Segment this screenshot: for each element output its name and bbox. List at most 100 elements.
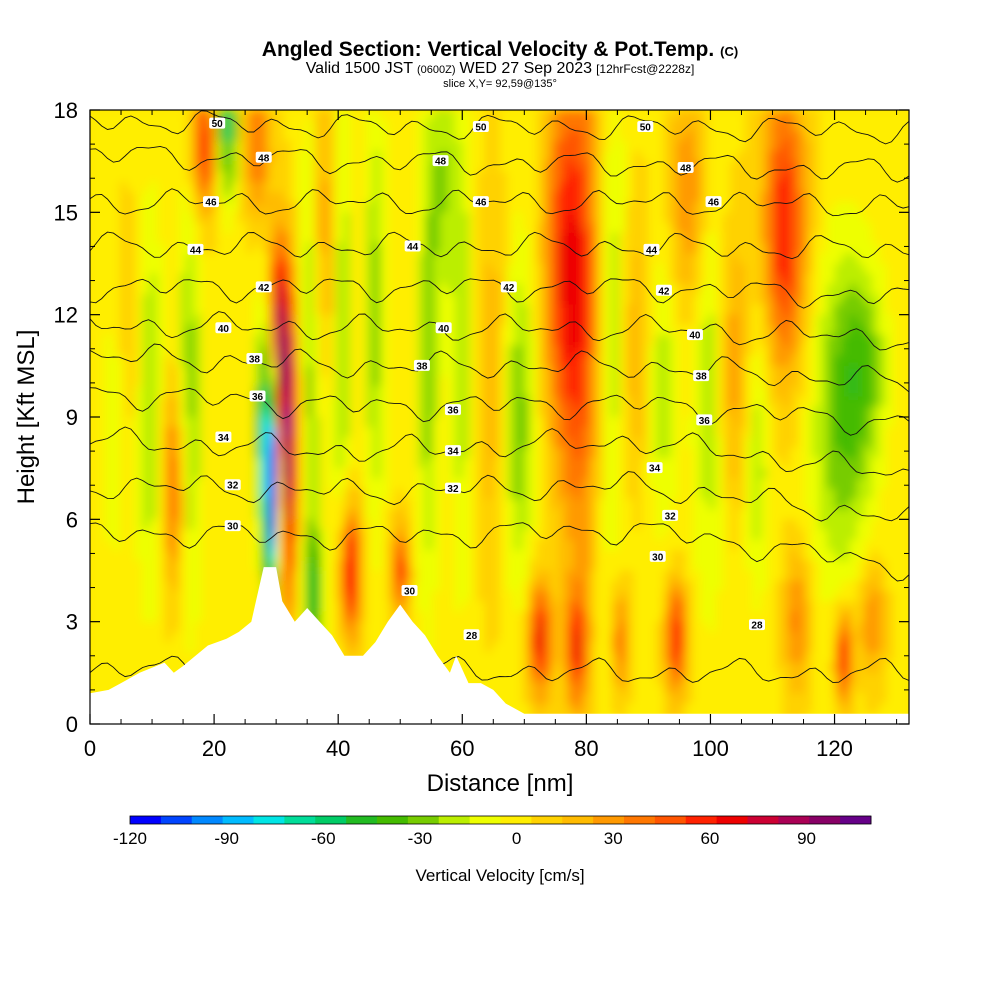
heatmap-cell — [127, 365, 136, 377]
heatmap-cell — [425, 335, 434, 347]
heatmap-cell — [812, 386, 821, 398]
heatmap-cell — [447, 345, 456, 357]
heatmap-cell — [536, 488, 545, 500]
heatmap-cell — [164, 150, 173, 162]
heatmap-cell — [186, 273, 196, 285]
heatmap-cell — [685, 437, 694, 449]
heatmap-cell — [841, 468, 851, 480]
heatmap-cell — [849, 519, 858, 531]
heatmap-cell — [387, 550, 397, 562]
heatmap-cell — [276, 304, 285, 316]
heatmap-cell — [894, 324, 903, 336]
heatmap-cell — [484, 488, 493, 500]
heatmap-cell — [722, 376, 732, 388]
heatmap-cell — [596, 120, 605, 132]
heatmap-cell — [894, 335, 903, 347]
heatmap-cell — [566, 161, 575, 173]
heatmap-cell — [142, 212, 151, 224]
heatmap-cell — [596, 447, 605, 459]
heatmap-cell — [611, 212, 620, 224]
heatmap-cell — [797, 232, 806, 244]
heatmap-cell — [97, 161, 106, 173]
heatmap-cell — [707, 324, 717, 336]
heatmap-cell — [715, 273, 724, 285]
heatmap-cell — [462, 263, 471, 275]
heatmap-cell — [812, 529, 821, 541]
heatmap-cell — [529, 406, 538, 418]
heatmap-cell — [856, 161, 866, 173]
heatmap-cell — [90, 457, 99, 469]
heatmap-cell — [350, 519, 359, 531]
heatmap-cell — [328, 283, 337, 295]
heatmap-cell — [209, 396, 218, 408]
heatmap-cell — [611, 539, 620, 551]
heatmap-cell — [812, 447, 821, 459]
heatmap-cell — [804, 560, 814, 572]
heatmap-cell — [343, 437, 352, 449]
heatmap-cell — [194, 437, 203, 449]
heatmap-cell — [521, 468, 531, 480]
heatmap-cell — [201, 345, 210, 357]
heatmap-cell — [663, 253, 672, 265]
heatmap-cell — [559, 345, 568, 357]
heatmap-cell — [425, 498, 434, 510]
heatmap-cell — [804, 498, 814, 510]
heatmap-cell — [544, 263, 553, 275]
heatmap-cell — [774, 314, 784, 326]
heatmap-cell — [849, 335, 858, 347]
heatmap-cell — [618, 447, 627, 459]
heatmap-cell — [707, 120, 717, 132]
heatmap-cell — [841, 406, 851, 418]
heatmap-cell — [127, 110, 136, 122]
heatmap-cell — [603, 457, 612, 469]
heatmap-cell — [157, 376, 166, 388]
heatmap-cell — [730, 529, 739, 541]
heatmap-cell — [827, 529, 836, 541]
heatmap-cell — [164, 550, 173, 562]
heatmap-cell — [879, 304, 888, 316]
heatmap-cell — [343, 427, 352, 439]
heatmap-cell — [186, 171, 196, 183]
heatmap-cell — [856, 345, 866, 357]
heatmap-cell — [261, 498, 270, 510]
heatmap-cell — [730, 427, 739, 439]
heatmap-cell — [700, 304, 709, 316]
heatmap-cell — [305, 488, 315, 500]
heatmap-cell — [611, 243, 620, 255]
heatmap-cell — [164, 457, 173, 469]
heatmap-cell — [350, 171, 359, 183]
heatmap-cell — [298, 468, 307, 480]
heatmap-cell — [856, 110, 866, 122]
heatmap-cell — [618, 386, 627, 398]
heatmap-cell — [819, 314, 828, 326]
heatmap-cell — [127, 283, 136, 295]
heatmap-cell — [432, 478, 441, 490]
heatmap-cell — [97, 468, 106, 480]
heatmap-cell — [201, 324, 210, 336]
heatmap-cell — [760, 488, 769, 500]
heatmap-cell — [499, 335, 508, 347]
heatmap-cell — [529, 447, 538, 459]
heatmap-cell — [603, 376, 612, 388]
heatmap-cell — [469, 232, 478, 244]
heatmap-cell — [350, 550, 359, 562]
heatmap-cell — [685, 150, 694, 162]
heatmap-cell — [492, 386, 501, 398]
heatmap-cell — [142, 140, 151, 152]
heatmap-cell — [789, 232, 799, 244]
heatmap-cell — [782, 457, 791, 469]
heatmap-cell — [544, 161, 553, 173]
heatmap-cell — [760, 457, 769, 469]
heatmap-cell — [224, 191, 233, 203]
heatmap-cell — [216, 181, 225, 193]
heatmap-cell — [670, 150, 679, 162]
heatmap-cell — [633, 243, 642, 255]
heatmap-cell — [112, 283, 121, 295]
heatmap-cell — [358, 232, 367, 244]
heatmap-cell — [313, 314, 322, 326]
heatmap-cell — [849, 447, 858, 459]
heatmap-cell — [335, 191, 344, 203]
heatmap-cell — [283, 243, 292, 255]
heatmap-cell — [417, 263, 426, 275]
heatmap-cell — [253, 447, 263, 459]
